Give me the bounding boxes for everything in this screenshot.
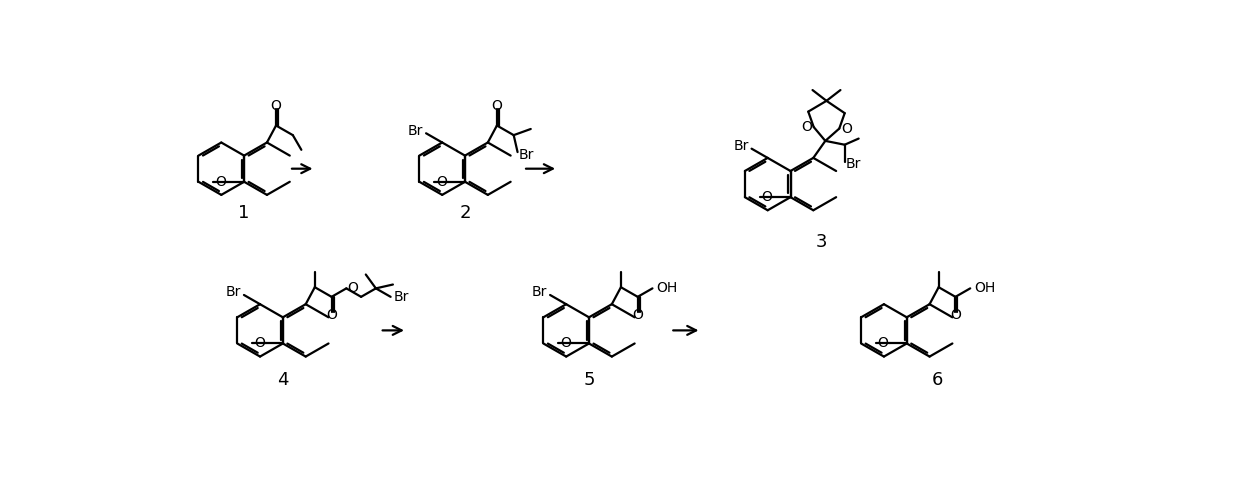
Text: O: O: [761, 190, 773, 204]
Text: Br: Br: [408, 124, 423, 138]
Text: O: O: [801, 120, 812, 134]
Text: O: O: [491, 99, 502, 113]
Text: O: O: [950, 308, 961, 322]
Text: Br: Br: [394, 290, 409, 304]
Text: Br: Br: [532, 285, 547, 299]
Text: O: O: [270, 99, 281, 113]
Text: OH: OH: [656, 281, 677, 295]
Text: Br: Br: [518, 148, 533, 162]
Text: 2: 2: [459, 204, 471, 222]
Text: Br: Br: [226, 285, 242, 299]
Text: 5: 5: [583, 371, 595, 389]
Text: O: O: [215, 175, 226, 189]
Text: O: O: [878, 337, 889, 351]
Text: OH: OH: [975, 281, 996, 295]
Text: 3: 3: [816, 233, 827, 251]
Text: Br: Br: [734, 139, 749, 153]
Text: O: O: [254, 337, 264, 351]
Text: Br: Br: [846, 157, 861, 171]
Text: O: O: [347, 281, 358, 295]
Text: 1: 1: [238, 204, 249, 222]
Text: O: O: [436, 175, 446, 189]
Text: O: O: [560, 337, 570, 351]
Text: 6: 6: [932, 371, 944, 389]
Text: O: O: [632, 308, 644, 322]
Text: O: O: [841, 122, 852, 136]
Text: 4: 4: [277, 371, 289, 389]
Text: O: O: [326, 308, 337, 322]
